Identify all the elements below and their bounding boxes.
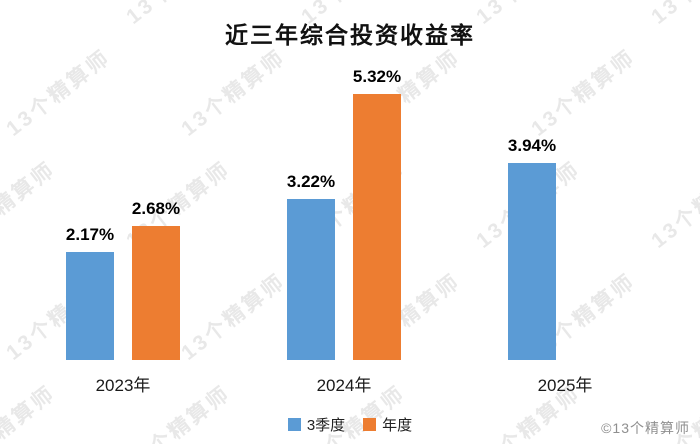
bar-group-2023: 2.17% 2.68% 2023年 <box>66 199 180 395</box>
bar-value-label: 3.94% <box>507 136 557 155</box>
bar-group-2025: 3.94% 2025年 <box>508 136 622 395</box>
bars-2024: 3.22% 5.32% <box>287 67 401 360</box>
bar-2023-annual: 2.68% <box>132 199 180 360</box>
bar <box>66 252 114 360</box>
bar-value-label: 5.32% <box>352 67 402 86</box>
category-label-2024: 2024年 <box>316 376 372 395</box>
bar <box>508 163 556 360</box>
legend: 3季度 年度 <box>0 414 700 435</box>
category-label-2025: 2025年 <box>537 376 593 395</box>
chart-title: 近三年综合投资收益率 <box>225 22 475 48</box>
category-label-2023: 2023年 <box>95 376 151 395</box>
bar-group-2024: 3.22% 5.32% 2024年 <box>287 67 401 395</box>
legend-item-q3: 3季度 <box>287 414 346 435</box>
bar-value-label: 3.22% <box>286 172 336 191</box>
legend-item-annual: 年度 <box>363 414 412 435</box>
bar-value-label: 2.17% <box>65 225 115 244</box>
bar-2023-q3: 2.17% <box>66 225 114 360</box>
bars-2023: 2.17% 2.68% <box>66 199 180 360</box>
watermark-text: 13个精算师 <box>647 157 700 253</box>
plot-area: 2.17% 2.68% 2023年 3.22% 5.32% <box>66 67 622 395</box>
bar <box>353 94 401 360</box>
bar-2024-q3: 3.22% <box>287 172 335 360</box>
bar <box>132 226 180 360</box>
legend-swatch-q3 <box>287 418 301 431</box>
copyright-watermark: ©13个精算师 <box>601 420 690 436</box>
bar-2025-q3: 3.94% <box>508 136 556 360</box>
bar <box>287 199 335 360</box>
watermark-text: 13个精算师 <box>0 157 61 253</box>
bar-2024-annual: 5.32% <box>353 67 401 360</box>
legend-swatch-annual <box>363 418 377 431</box>
legend-label-annual: 年度 <box>382 417 413 434</box>
legend-label-q3: 3季度 <box>306 417 346 434</box>
bars-2025: 3.94% <box>508 136 622 360</box>
bar-value-label: 2.68% <box>131 199 181 218</box>
